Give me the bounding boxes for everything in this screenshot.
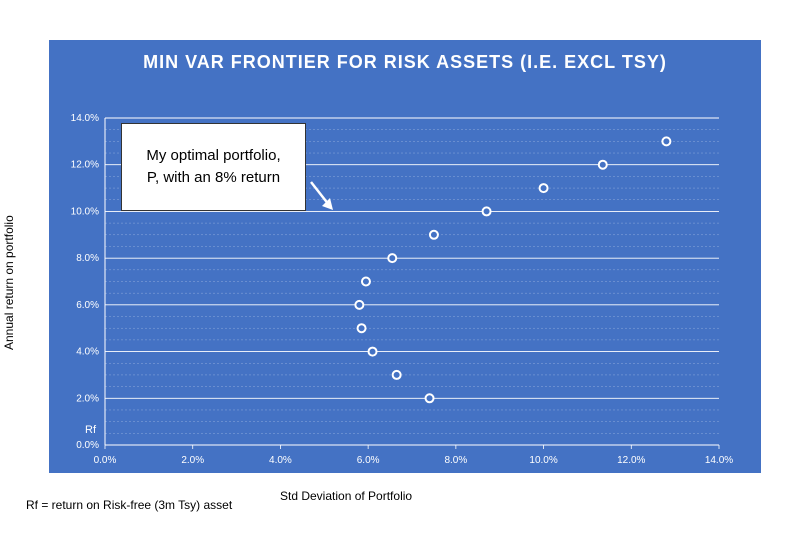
y-tick-label: 12.0% (71, 160, 99, 171)
chart-title: MIN VAR FRONTIER FOR RISK ASSETS (I.E. E… (143, 52, 667, 72)
annotation-line-2: P, with an 8% return (146, 169, 281, 186)
annotation-arrow-head (322, 198, 333, 210)
data-point (387, 253, 398, 264)
annotation-arrow-shaft (310, 181, 330, 206)
data-point (661, 136, 672, 147)
data-point (424, 393, 435, 404)
data-point (597, 159, 608, 170)
y-tick-label: 8.0% (76, 253, 99, 264)
x-tick-label: 4.0% (269, 455, 292, 466)
data-point (428, 229, 439, 240)
y-axis-label: Annual return on portfolio (2, 215, 16, 350)
data-point (360, 276, 371, 287)
x-axis-label: Std Deviation of Portfolio (280, 489, 413, 503)
data-point (354, 299, 365, 310)
x-tick-label: 10.0% (529, 455, 557, 466)
x-tick-label: 0.0% (94, 455, 117, 466)
y-tick-label: 6.0% (76, 300, 99, 311)
data-point (481, 206, 492, 217)
footnote: Rf = return on Risk-free (3m Tsy) asset (26, 498, 233, 512)
x-tick-label: 8.0% (444, 455, 467, 466)
x-tick-label: 14.0% (705, 455, 733, 466)
y-tick-label: 0.0% (76, 440, 99, 451)
x-tick-label: 12.0% (617, 455, 645, 466)
annotation-line-1: My optimal portfolio, (146, 147, 281, 164)
x-tick-label: 2.0% (181, 455, 204, 466)
data-point (538, 183, 549, 194)
y-tick-label: 10.0% (71, 206, 99, 217)
rf-label: Rf (85, 424, 97, 436)
plot-svg: 0.0% 2.0% 4.0% 6.0% 8.0% 10.0% 12.0% 14.0% 0.0% 2… (71, 113, 734, 466)
annotation-callout: My optimal portfolio, P, with an 8% retu… (121, 123, 306, 211)
chart-area: MIN VAR FRONTIER FOR RISK ASSETS (I.E. E… (49, 40, 761, 473)
y-tick-label: 2.0% (76, 393, 99, 404)
data-point (391, 369, 402, 380)
data-point (367, 346, 378, 357)
y-tick-label: 14.0% (71, 113, 99, 124)
data-point (356, 323, 367, 334)
x-tick-label: 6.0% (357, 455, 380, 466)
y-tick-label: 4.0% (76, 347, 99, 358)
